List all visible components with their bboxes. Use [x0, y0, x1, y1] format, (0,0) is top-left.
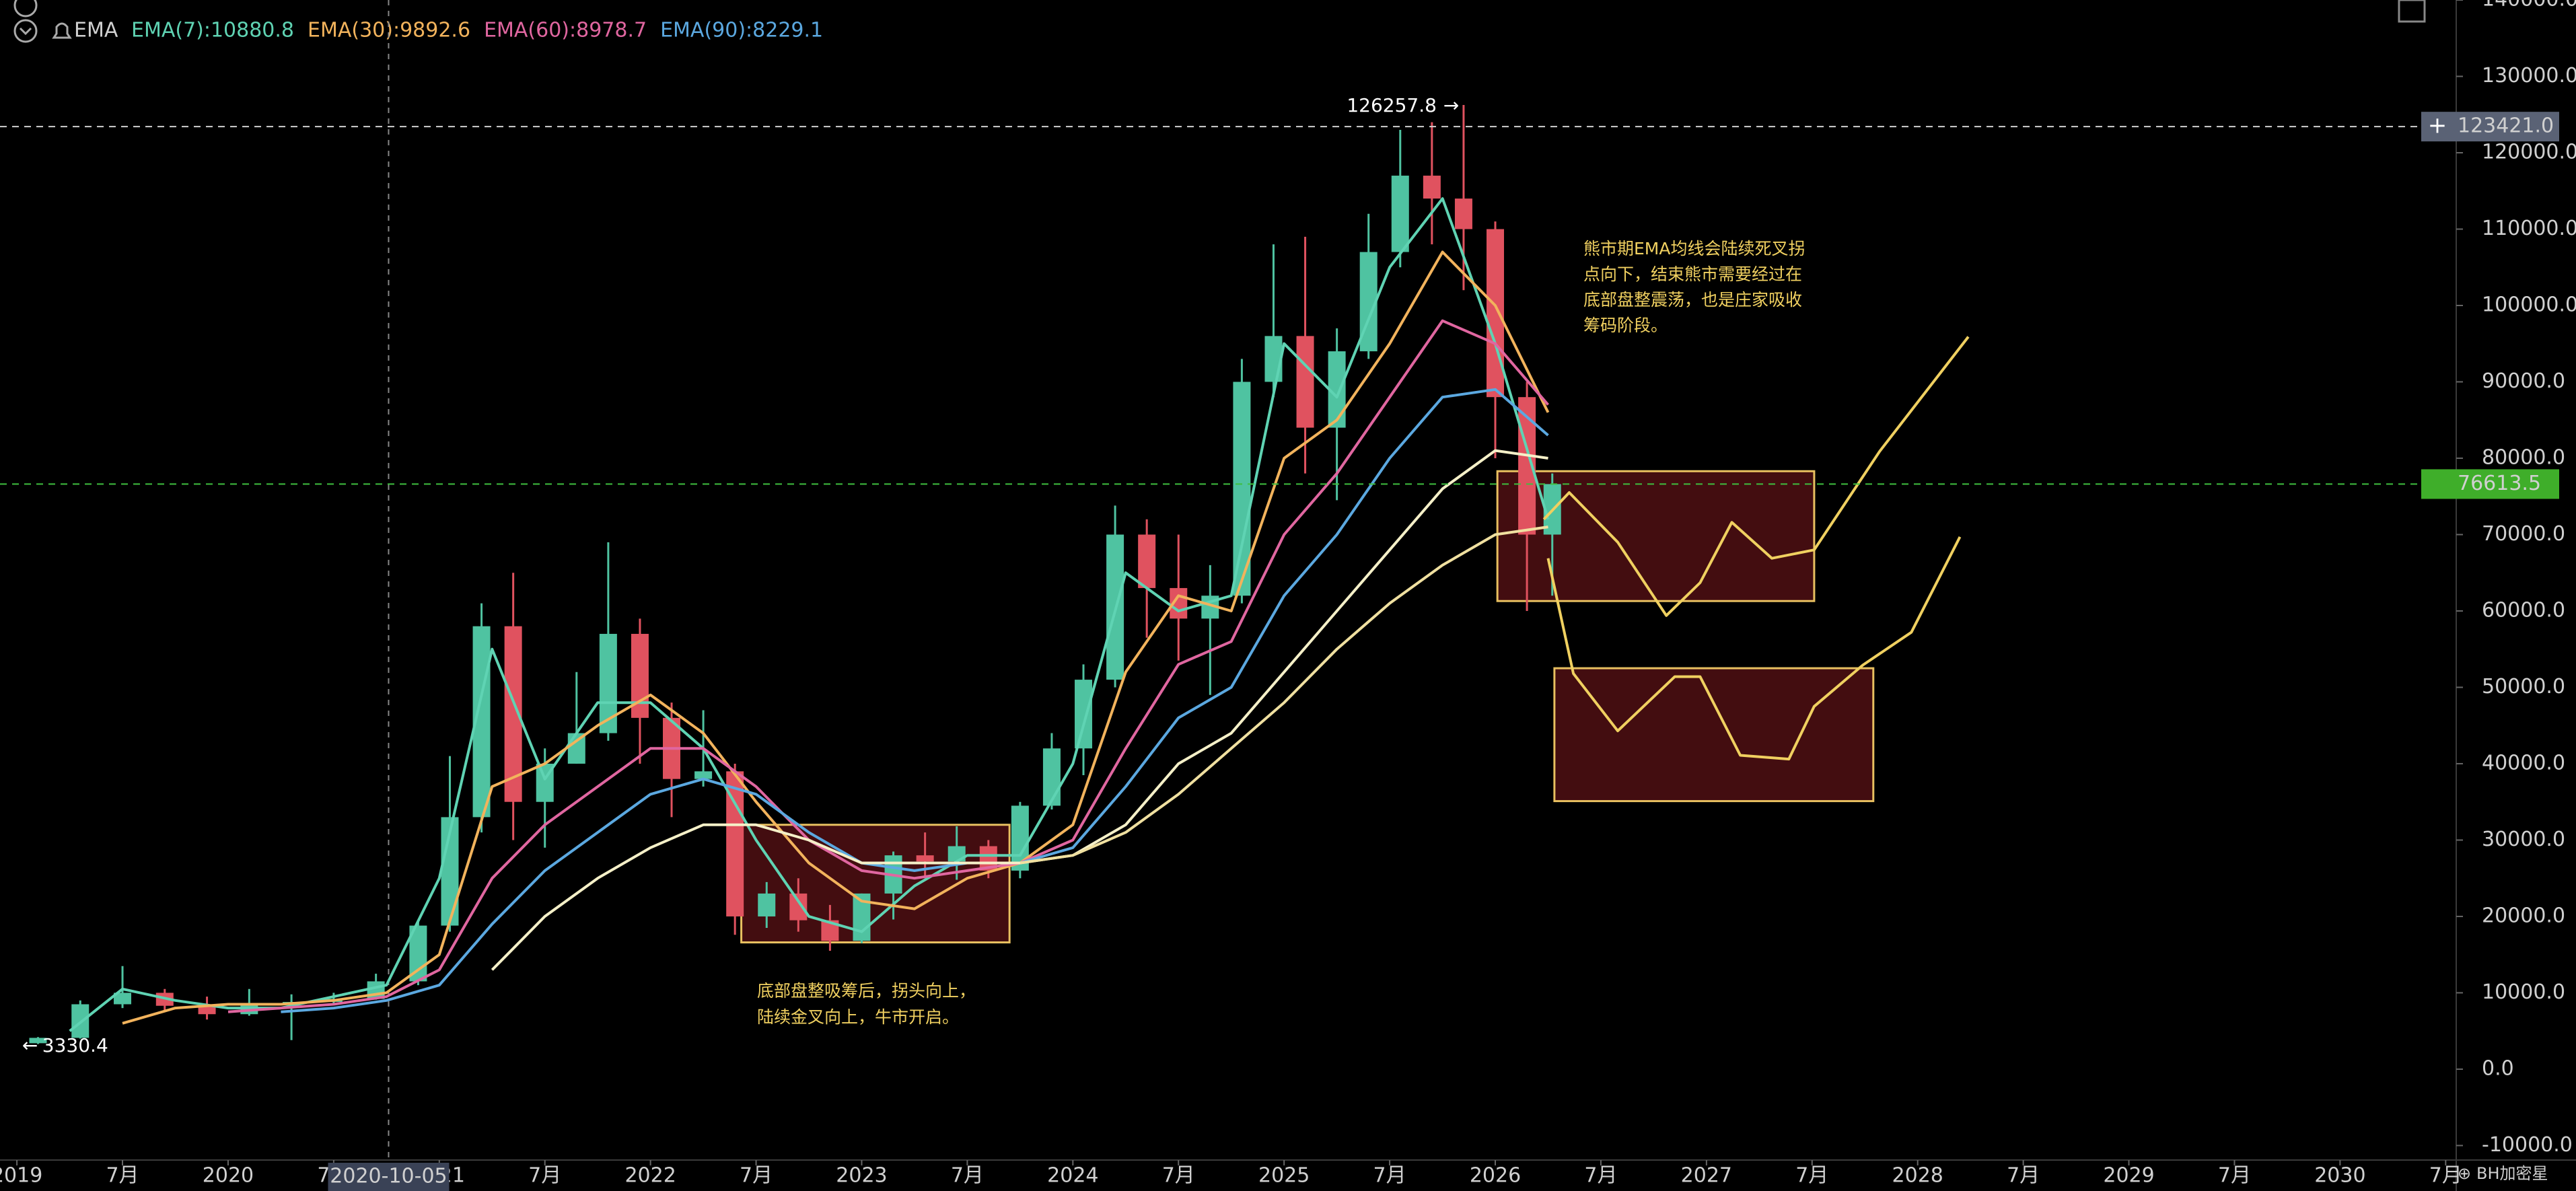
x-tick-label: 7月 — [740, 1164, 773, 1188]
crosshair-label-bg — [328, 1163, 450, 1191]
candle-body — [1264, 336, 1283, 382]
candle-body — [1487, 229, 1505, 398]
y-tick-label: 20000.0 — [2482, 904, 2565, 927]
x-tick-label: 7月 — [1162, 1164, 1195, 1188]
x-tick-label: 7月 — [1795, 1164, 1828, 1188]
candle-body — [1138, 534, 1156, 588]
high-arrow: → — [1443, 94, 1459, 116]
x-tick-label: 2024 — [1047, 1164, 1098, 1188]
legend-entry: EMA(7):10880.8 — [131, 19, 294, 42]
low-label: 3330.4 — [42, 1034, 108, 1056]
annotation: 底部盘整震荡，也是庄家吸收 — [1583, 290, 1802, 310]
x-tick-label: 2019 — [0, 1164, 42, 1188]
annotation: 陆续金叉向上，牛市开启。 — [757, 1007, 959, 1027]
y-tick-label: 0.0 — [2482, 1056, 2514, 1080]
projection-line — [1542, 336, 1970, 617]
candle-body — [567, 733, 585, 764]
toggle-icon[interactable] — [13, 19, 38, 43]
ema-line — [1019, 526, 1548, 865]
y-tick-label: 80000.0 — [2482, 445, 2565, 469]
collapse-icon[interactable] — [13, 0, 38, 17]
price-label-icon: + — [2428, 112, 2447, 139]
y-tick-label: 10000.0 — [2482, 980, 2565, 1004]
candle-body — [29, 1038, 47, 1044]
projection-line — [1546, 536, 1962, 761]
legend-entry: EMA(60):8978.7 — [484, 19, 647, 42]
ema-line — [122, 250, 1550, 1025]
settings-icon[interactable] — [2398, 0, 2426, 23]
y-tick-label: 130000.0 — [2482, 64, 2576, 87]
annotation: 底部盘整吸筹后，拐头向上， — [757, 981, 976, 1001]
candle-body — [758, 893, 776, 916]
x-tick-label: 2025 — [1258, 1164, 1310, 1188]
price-label: 123421.0 — [2458, 114, 2554, 138]
x-tick-label: 7月 — [2218, 1164, 2251, 1188]
candle-body — [1042, 748, 1061, 806]
x-tick-label: 7月 — [1584, 1164, 1617, 1188]
candle-body — [694, 771, 713, 779]
y-tick-label: 110000.0 — [2482, 217, 2576, 240]
candle-body — [1075, 680, 1093, 749]
high-label: 126257.8 — [1347, 94, 1437, 116]
watermark-icon: ⊕ — [2458, 1164, 2471, 1183]
watermark: BH加密星 — [2476, 1164, 2548, 1183]
y-tick-label: 60000.0 — [2482, 598, 2565, 622]
x-tick-label: 7月 — [528, 1164, 561, 1188]
candle-body — [1454, 199, 1472, 229]
candle-body — [1296, 336, 1314, 428]
bell-icon[interactable] — [52, 22, 72, 39]
y-tick-label: -10000.0 — [2482, 1133, 2573, 1157]
candle-body — [1423, 176, 1441, 199]
candle-body — [114, 993, 132, 1005]
price-label-bg — [2421, 469, 2559, 499]
ema-line — [281, 388, 1549, 1013]
y-tick-label: 120000.0 — [2482, 140, 2576, 164]
highlight-box — [740, 824, 1011, 944]
x-tick-label: 7月 — [1373, 1164, 1406, 1188]
y-tick-label: 40000.0 — [2482, 751, 2565, 774]
x-tick-label: 2020 — [203, 1164, 254, 1188]
x-tick-label: 2027 — [1681, 1164, 1732, 1188]
x-tick-label: 2029 — [2103, 1164, 2154, 1188]
x-tick-label: 2028 — [1892, 1164, 1943, 1188]
y-tick-label: 30000.0 — [2482, 828, 2565, 851]
y-tick-label: 70000.0 — [2482, 522, 2565, 546]
candle-body — [198, 1005, 216, 1015]
y-tick-label: 100000.0 — [2482, 293, 2576, 316]
x-tick-label: 2030 — [2314, 1164, 2365, 1188]
legend-entry: EMA(90):8229.1 — [660, 19, 823, 42]
y-tick-label: 140000.0 — [2482, 0, 2576, 11]
y-tick-label: 90000.0 — [2482, 369, 2565, 393]
x-tick-label: 2022 — [624, 1164, 676, 1188]
highlight-box — [1553, 667, 1875, 803]
low-arrow: ← — [22, 1034, 38, 1056]
ema-line — [227, 319, 1550, 1013]
candle-body — [789, 893, 808, 921]
x-tick-label: 7月 — [2007, 1164, 2040, 1188]
candle-body — [1391, 176, 1409, 252]
price-label: 76613.5 — [2458, 472, 2541, 495]
candle-body — [916, 855, 934, 862]
x-tick-label: 7月 — [951, 1164, 984, 1188]
x-tick-label: 2026 — [1470, 1164, 1521, 1188]
x-tick-label: 7月 — [106, 1164, 139, 1188]
x-tick-label: 2023 — [836, 1164, 887, 1188]
price-label-bg — [2421, 112, 2559, 142]
chevron — [19, 27, 32, 36]
x-tick-label: 7月 — [2429, 1164, 2462, 1188]
crosshair-label: 2020-10-05 — [330, 1165, 447, 1188]
annotation: 筹码阶段。 — [1583, 316, 1668, 335]
y-tick-label: 50000.0 — [2482, 675, 2565, 698]
annotation: 熊市期EMA均线会陆续死叉拐 — [1583, 239, 1805, 258]
annotation: 点向下，结束熊市需要经过在 — [1583, 264, 1802, 284]
indicator-name: EMA — [74, 19, 118, 42]
